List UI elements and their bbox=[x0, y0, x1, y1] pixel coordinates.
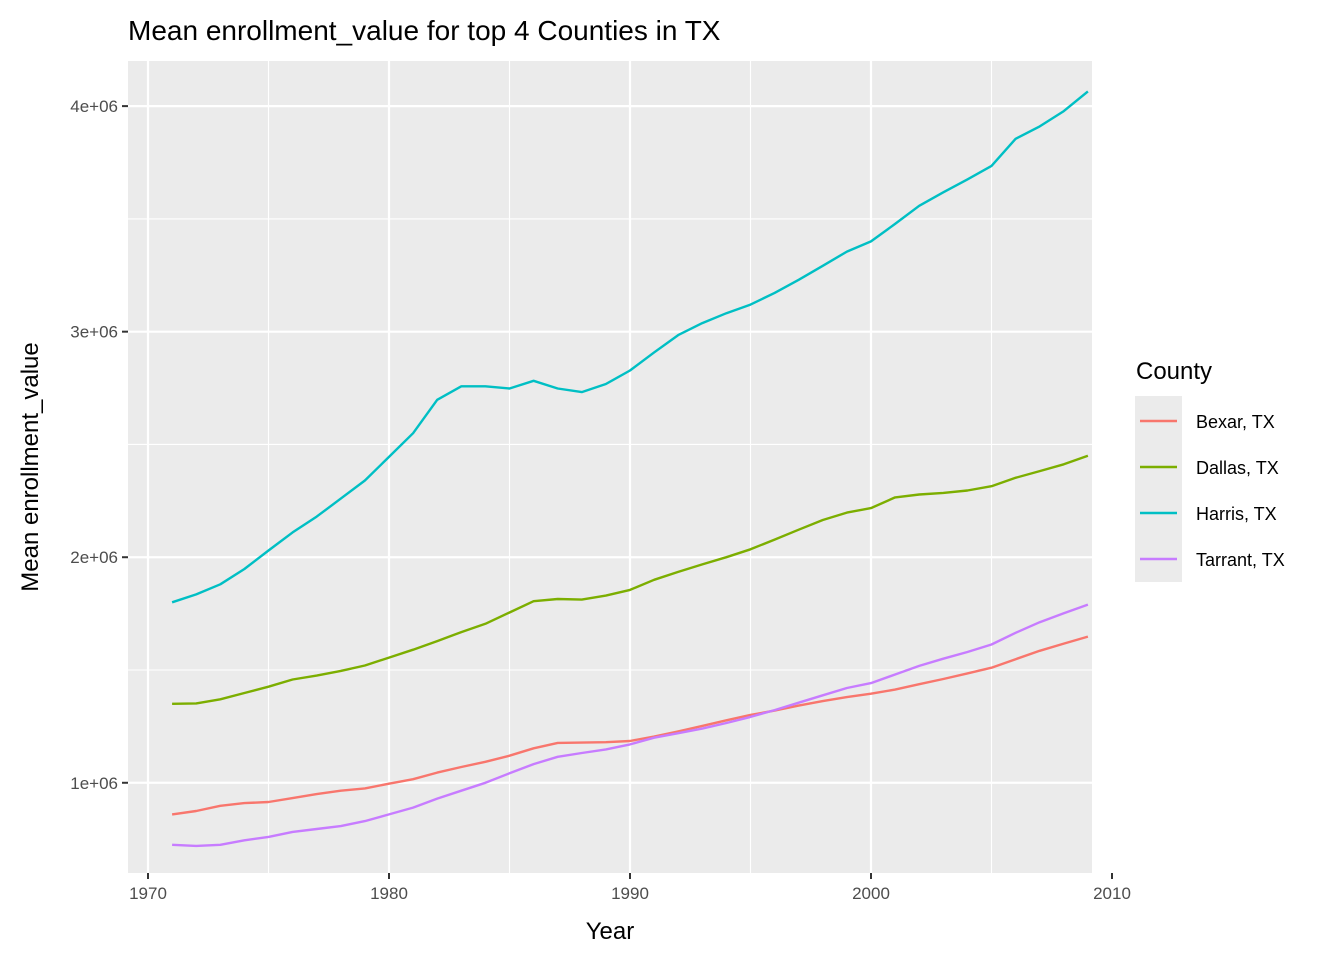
series-line bbox=[172, 603, 1089, 848]
series-lines bbox=[171, 90, 1089, 848]
series-line bbox=[171, 90, 1089, 604]
legend-label: Dallas, TX bbox=[1196, 458, 1279, 478]
grid-minor bbox=[128, 61, 1092, 873]
legend-title: County bbox=[1136, 358, 1212, 385]
chart-title: Mean enrollment_value for top 4 Counties… bbox=[128, 15, 721, 46]
legend-label: Tarrant, TX bbox=[1196, 550, 1285, 570]
x-tick-label: 1970 bbox=[129, 884, 167, 903]
x-tick-label: 2000 bbox=[852, 884, 890, 903]
legend-key-background bbox=[1135, 396, 1182, 582]
x-tick-label: 2010 bbox=[1093, 884, 1131, 903]
x-axis-title: Year bbox=[586, 918, 635, 945]
x-tick-label: 1990 bbox=[611, 884, 649, 903]
x-tick-label: 1980 bbox=[370, 884, 408, 903]
y-tick-label: 3e+06 bbox=[70, 323, 118, 342]
grid-major bbox=[128, 61, 1114, 873]
y-tick-label: 4e+06 bbox=[70, 97, 118, 116]
legend-label: Harris, TX bbox=[1196, 504, 1277, 524]
y-tick-label: 2e+06 bbox=[70, 548, 118, 567]
legend-label: Bexar, TX bbox=[1196, 412, 1275, 432]
y-axis-title: Mean enrollment_value bbox=[17, 342, 44, 591]
series-line bbox=[171, 635, 1089, 816]
legend-items: Bexar, TX Dallas, TX Harris, TX Tarrant, TX bbox=[1140, 412, 1285, 570]
series-line bbox=[172, 454, 1089, 705]
y-axis: 1e+06 2e+06 3e+06 4e+06 bbox=[70, 97, 128, 793]
x-axis: 1970 1980 1990 2000 2010 bbox=[129, 873, 1131, 903]
legend: County Bexar, TX Dallas, TX Harris, TX Tarr… bbox=[1135, 358, 1285, 582]
plot-panel bbox=[128, 61, 1092, 873]
y-tick-label: 1e+06 bbox=[70, 774, 118, 793]
